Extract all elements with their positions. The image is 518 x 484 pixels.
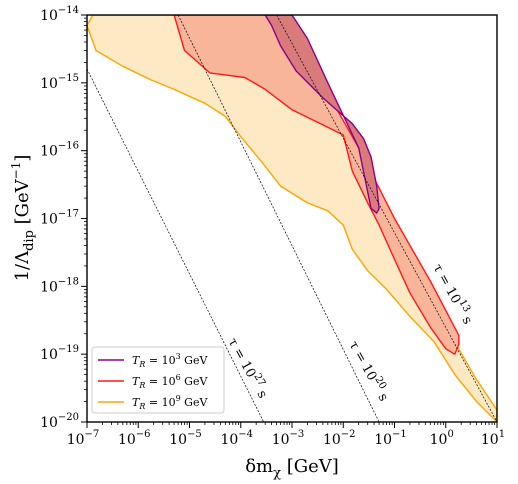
- x-axis-label: δmχ [GeV]: [245, 456, 339, 481]
- region-series-2: [264, 15, 380, 214]
- lifetime-line-2: [276, 15, 497, 422]
- y-tick-label: 10−18: [40, 276, 79, 295]
- exclusion-regions: [87, 15, 497, 422]
- y-tick-label: 10−15: [40, 73, 79, 92]
- x-tick-label: 10−7: [67, 429, 100, 448]
- legend-label-tr-1e9: TR = 109 GeV: [132, 394, 208, 411]
- x-tick-label: 100: [430, 429, 454, 448]
- y-tick-label: 10−16: [40, 141, 79, 160]
- y-tick-label: 10−19: [40, 344, 79, 363]
- y-tick-label: 10−20: [40, 412, 79, 431]
- x-tick-label: 10−5: [169, 429, 202, 448]
- x-axis-ticks: 10−7 10−6 10−5 10−4 10−3 10−2 10−1 100 101: [67, 422, 505, 448]
- legend: TR = 103 GeV TR = 106 GeV TR = 109 GeV: [91, 346, 225, 414]
- lifetime-line-0: [87, 68, 264, 422]
- legend-label-tr-1e6: TR = 106 GeV: [132, 373, 208, 390]
- legend-label-tr-1e3: TR = 103 GeV: [132, 352, 208, 369]
- legend-box: [91, 346, 225, 414]
- lifetime-line-1: [177, 15, 380, 422]
- y-tick-label: 10−17: [40, 209, 79, 228]
- x-tick-label: 10−1: [374, 429, 407, 448]
- x-tick-label: 101: [481, 429, 505, 448]
- x-tick-label: 10−4: [220, 429, 253, 448]
- y-axis-label: 1/Λdip [GeV−1]: [9, 155, 37, 282]
- x-tick-label: 10−2: [323, 429, 356, 448]
- y-axis-ticks: 10−20 10−19 10−18 10−17 10−16 10−15 10−14: [40, 5, 87, 431]
- x-tick-label: 10−3: [272, 429, 305, 448]
- x-tick-label: 10−6: [118, 429, 151, 448]
- y-tick-label: 10−14: [40, 5, 79, 24]
- lifetime-lines: [87, 15, 497, 422]
